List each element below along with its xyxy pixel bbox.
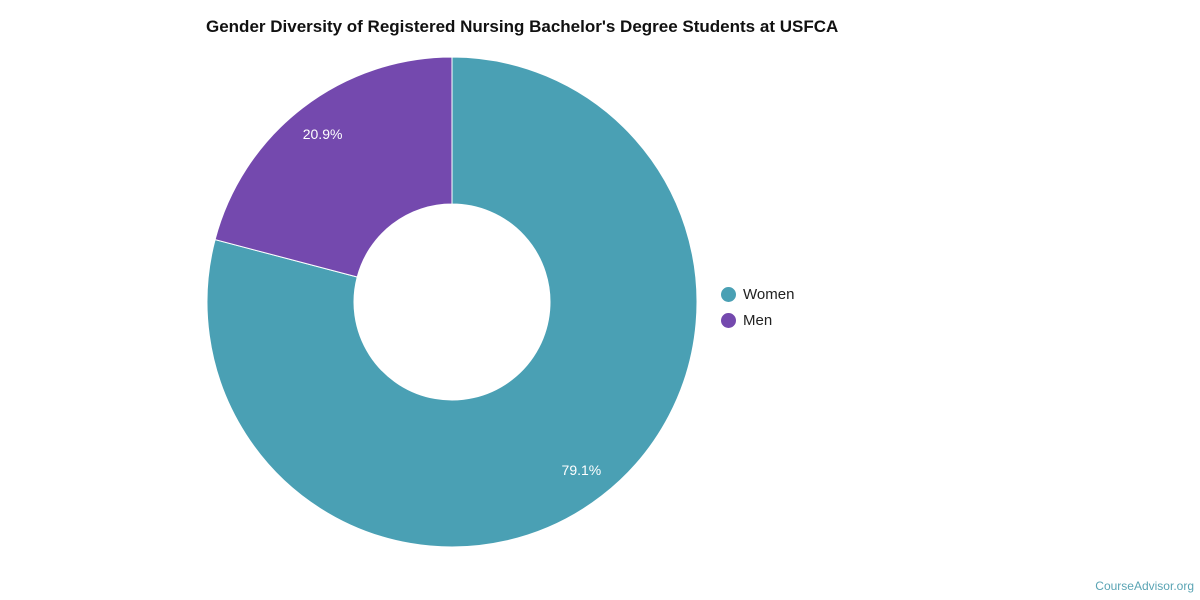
legend: Women Men [721, 281, 794, 333]
data-label-women: 79.1% [562, 462, 602, 478]
chart-title: Gender Diversity of Registered Nursing B… [206, 17, 839, 36]
legend-label-women: Women [743, 285, 795, 303]
data-label-men: 20.9% [303, 126, 343, 142]
legend-item-women[interactable]: Women [721, 281, 794, 307]
legend-item-men[interactable]: Men [721, 307, 794, 333]
credit-link[interactable]: CourseAdvisor.org [1095, 579, 1194, 593]
legend-swatch-women [721, 286, 736, 302]
legend-label-men: Men [743, 311, 773, 329]
slice-men[interactable] [214, 56, 453, 278]
slice-women[interactable] [206, 56, 698, 548]
legend-swatch-men [721, 312, 736, 328]
